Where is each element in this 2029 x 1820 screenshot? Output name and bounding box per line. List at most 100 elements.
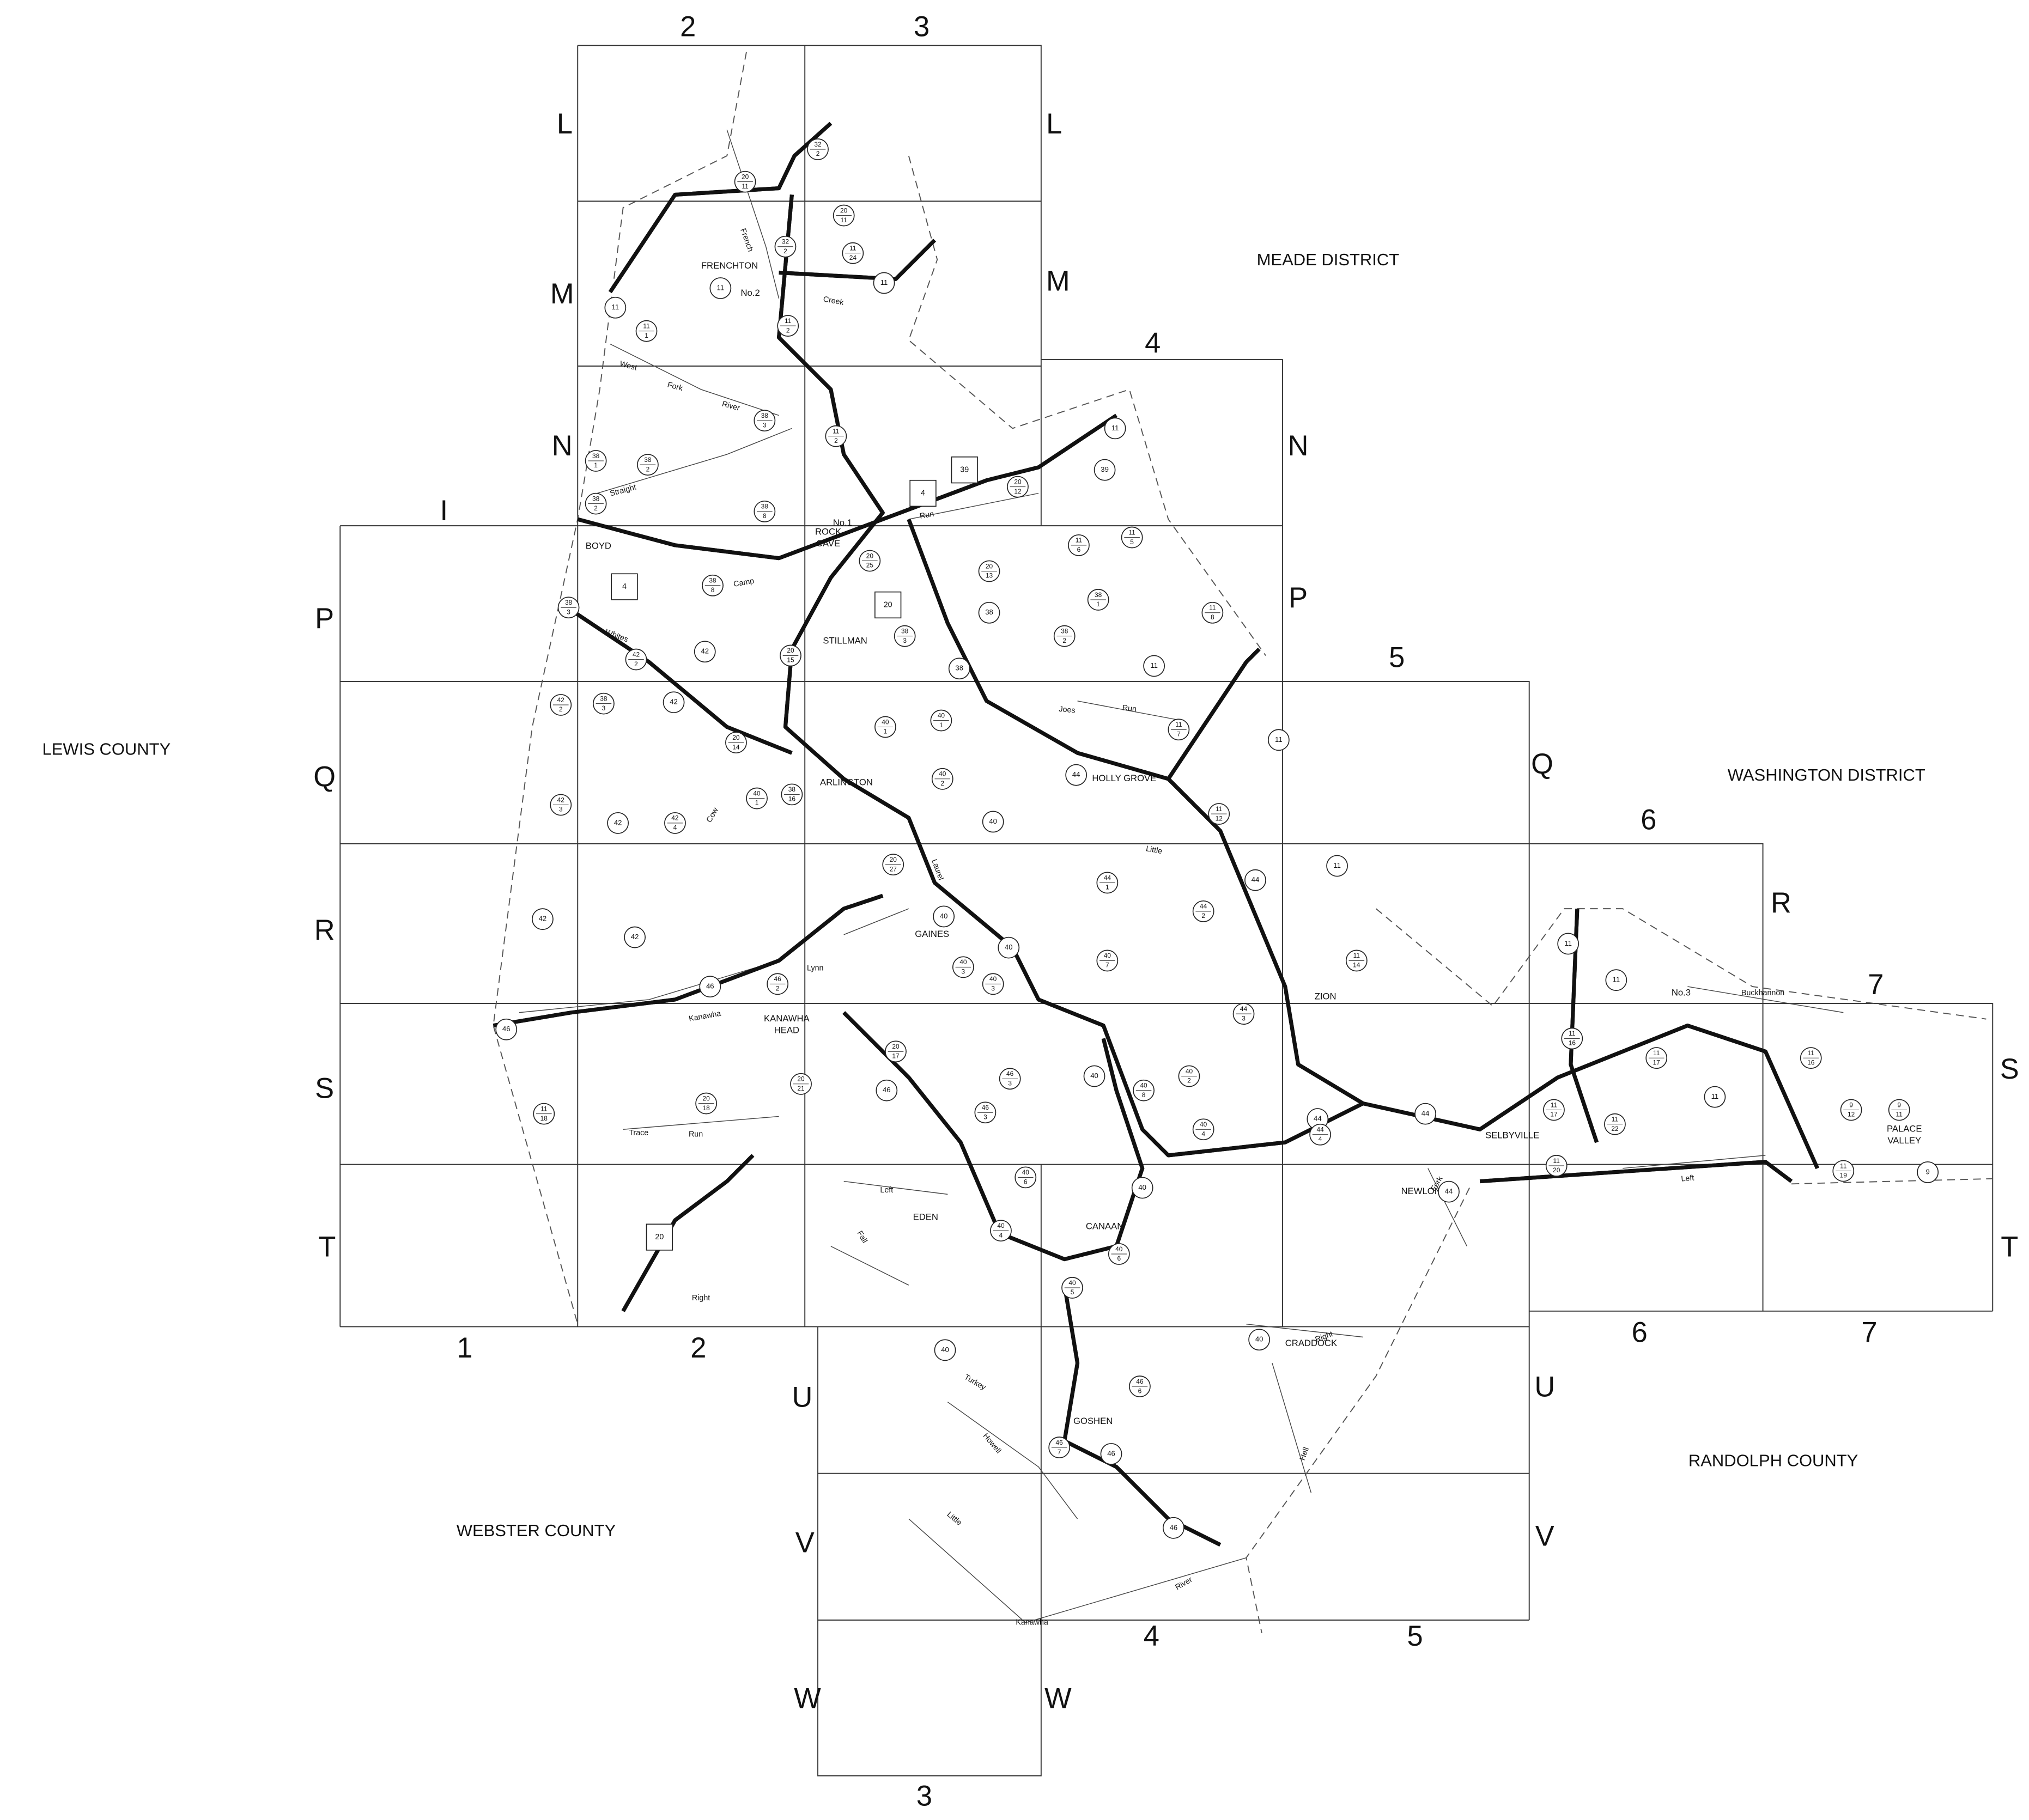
stream-label: Right <box>692 1294 710 1302</box>
route-shield <box>1065 764 1088 786</box>
route-shield <box>1131 1177 1153 1199</box>
grid-label: I <box>440 495 448 527</box>
route-number: 38 <box>788 786 796 793</box>
route-number: 46 <box>982 1104 989 1111</box>
route-shield <box>1100 1443 1122 1465</box>
route-sub: 18 <box>703 1104 710 1112</box>
route-sub: 22 <box>1611 1125 1619 1133</box>
route-number: 20 <box>892 1043 900 1050</box>
route-number: 42 <box>557 796 565 804</box>
route-shield <box>1414 1103 1436 1125</box>
route-number: 40 <box>753 789 761 797</box>
route-sub: 4 <box>673 824 677 831</box>
grid-label: P <box>315 603 334 635</box>
route-sub: 2 <box>646 465 650 473</box>
route-number: 44 <box>1421 1109 1430 1117</box>
grid-label: Q <box>1531 748 1553 780</box>
route-shield <box>1557 933 1580 955</box>
route-number: 42 <box>633 650 640 658</box>
route-sub: 1 <box>1096 600 1100 608</box>
route-number: 46 <box>1170 1523 1178 1531</box>
route-sub: 2 <box>559 705 563 713</box>
route-number: 46 <box>883 1086 891 1094</box>
grid-label: 2 <box>680 11 696 42</box>
route-sub: 17 <box>1550 1111 1558 1118</box>
route-square <box>646 1224 673 1251</box>
route-number: 11 <box>1275 735 1283 744</box>
route-square-number: 20 <box>655 1233 664 1241</box>
route-number: 11 <box>880 278 888 287</box>
grid-label: N <box>552 430 573 462</box>
route-shield <box>604 296 627 319</box>
route-number: 38 <box>955 664 963 672</box>
route-number: 40 <box>1090 1072 1098 1080</box>
grid-label: 5 <box>1389 642 1405 673</box>
route-number: 11 <box>1569 1030 1576 1037</box>
route-number: 44 <box>1314 1115 1322 1123</box>
route-number: 38 <box>592 452 600 460</box>
route-number: 11 <box>1653 1049 1660 1057</box>
route-number: 11 <box>1564 939 1572 947</box>
grid-label: 7 <box>1861 1317 1877 1349</box>
route-number: 20 <box>1014 478 1022 485</box>
route-shield <box>532 908 554 930</box>
route-number: 40 <box>989 975 997 983</box>
route-sub: 17 <box>1653 1058 1661 1066</box>
route-sub: 16 <box>1569 1039 1576 1047</box>
route-sub: 7 <box>1105 961 1109 969</box>
route-sub: 2 <box>1201 912 1205 920</box>
stream-label: Left <box>1681 1174 1694 1184</box>
route-sub: 7 <box>1177 730 1181 738</box>
route-number: 46 <box>502 1025 511 1033</box>
route-square-number: 20 <box>884 600 892 609</box>
route-number: 40 <box>1186 1067 1193 1075</box>
stream-label: Hell <box>1298 1446 1311 1462</box>
route-number: 11 <box>1551 1101 1558 1109</box>
stream-label: Run <box>1122 704 1137 714</box>
route-number: 40 <box>1138 1183 1146 1191</box>
route-number: 38 <box>592 495 600 502</box>
route-number: 11 <box>717 283 725 291</box>
route-shield <box>978 601 1000 624</box>
route-square <box>874 591 902 619</box>
route-number: 38 <box>644 456 652 464</box>
region-label: WASHINGTON DISTRICT <box>1728 765 1925 784</box>
grid-label: S <box>315 1073 334 1105</box>
route-number: 44 <box>1240 1005 1248 1013</box>
route-shield <box>1704 1086 1726 1108</box>
route-sub: 4 <box>1319 1135 1322 1143</box>
route-shield <box>663 691 685 714</box>
route-number: 32 <box>814 141 822 148</box>
route-sub: 25 <box>866 562 874 569</box>
route-number: 40 <box>959 958 967 966</box>
stream-label: Kanawha <box>1016 1618 1048 1627</box>
route-sub: 2 <box>1062 637 1066 644</box>
route-sub: 3 <box>983 1113 987 1121</box>
region-label: WEBSTER COUNTY <box>457 1521 616 1540</box>
route-sub: 19 <box>1840 1172 1848 1179</box>
route-number: 40 <box>1068 1279 1076 1287</box>
route-number: 11 <box>643 322 650 330</box>
route-number: 20 <box>787 647 794 654</box>
route-number: 44 <box>1252 875 1260 884</box>
route-number: 44 <box>1316 1126 1324 1134</box>
route-number: 38 <box>565 599 573 606</box>
route-sub: 16 <box>788 795 796 803</box>
route-shield <box>1917 1161 1939 1183</box>
route-number: 38 <box>1095 591 1102 599</box>
route-number: 40 <box>1104 952 1111 959</box>
route-sub: 15 <box>787 656 794 664</box>
route-sub: 12 <box>1216 814 1223 822</box>
route-number: 11 <box>849 244 856 252</box>
route-number: 11 <box>1613 976 1620 984</box>
route-number: 42 <box>614 818 622 826</box>
route-sub: 16 <box>1807 1058 1815 1066</box>
route-square-number: 39 <box>960 465 969 474</box>
route-sub: 1 <box>939 721 943 729</box>
route-sub: 5 <box>1130 538 1134 546</box>
grid-label: T <box>318 1231 336 1263</box>
route-number: 44 <box>1445 1187 1453 1195</box>
route-sub: 1 <box>645 332 648 339</box>
route-sub: 8 <box>1142 1091 1146 1099</box>
